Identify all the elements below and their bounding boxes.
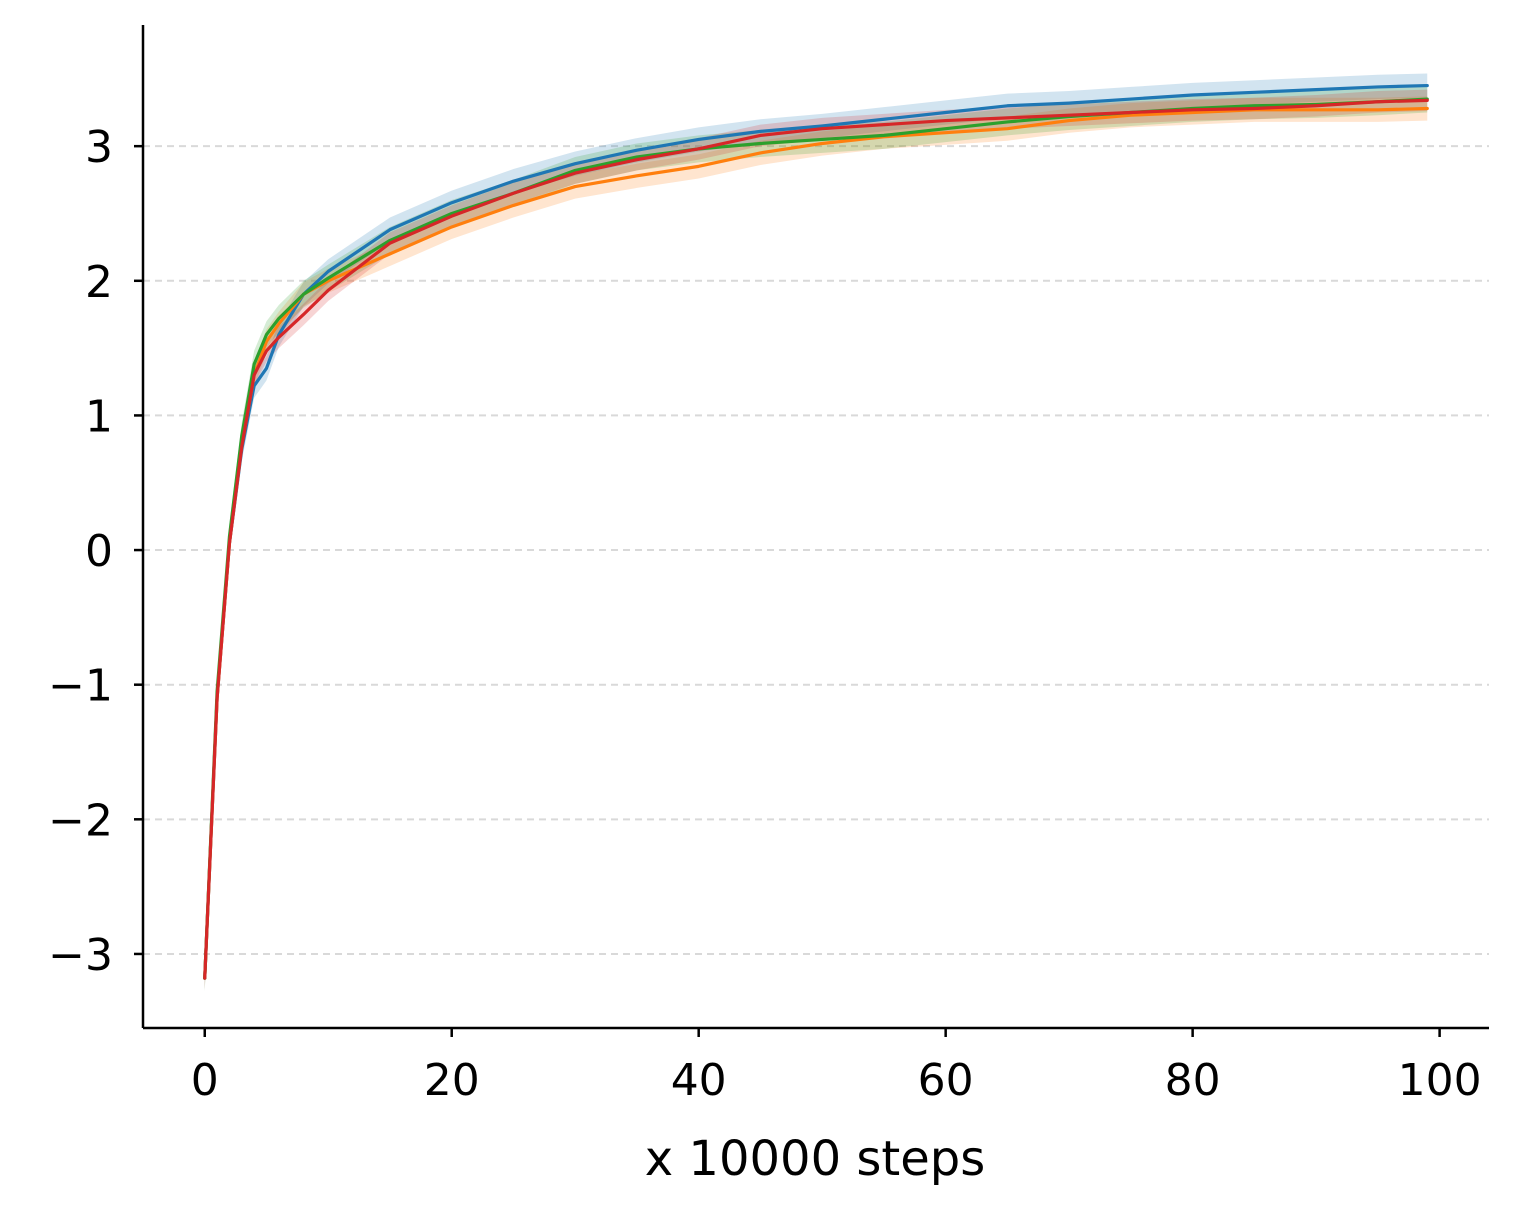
- y-tick-label-4: −1: [48, 661, 113, 712]
- y-tick-label-2: 1: [85, 391, 113, 442]
- series-0-band: [204, 73, 1428, 991]
- y-tick-label-0: 3: [85, 122, 113, 173]
- band-layer: [204, 73, 1428, 992]
- y-tick-label-5: −2: [48, 795, 113, 846]
- grid-layer: [143, 145, 1489, 955]
- x-tick-label-2: 40: [671, 1055, 727, 1106]
- x-tick-label-3: 60: [918, 1055, 974, 1106]
- y-tick-label-3: 0: [85, 526, 113, 577]
- line-layer: [203, 83, 1429, 980]
- series-3-line: [203, 98, 1429, 980]
- axis-layer: 0 20 40 60 80 100 3 2 1 0 −1 −2 −3: [48, 25, 1489, 1106]
- series-0-line: [203, 83, 1429, 980]
- y-tick-label-6: −3: [48, 930, 113, 981]
- x-tick-label-0: 0: [191, 1055, 219, 1106]
- x-tick-label-5: 100: [1398, 1055, 1482, 1106]
- x-axis-label: x 10000 steps: [645, 1131, 985, 1187]
- x-tick-label-4: 80: [1165, 1055, 1221, 1106]
- y-tick-label-1: 2: [85, 257, 113, 308]
- x-tick-label-1: 20: [424, 1055, 480, 1106]
